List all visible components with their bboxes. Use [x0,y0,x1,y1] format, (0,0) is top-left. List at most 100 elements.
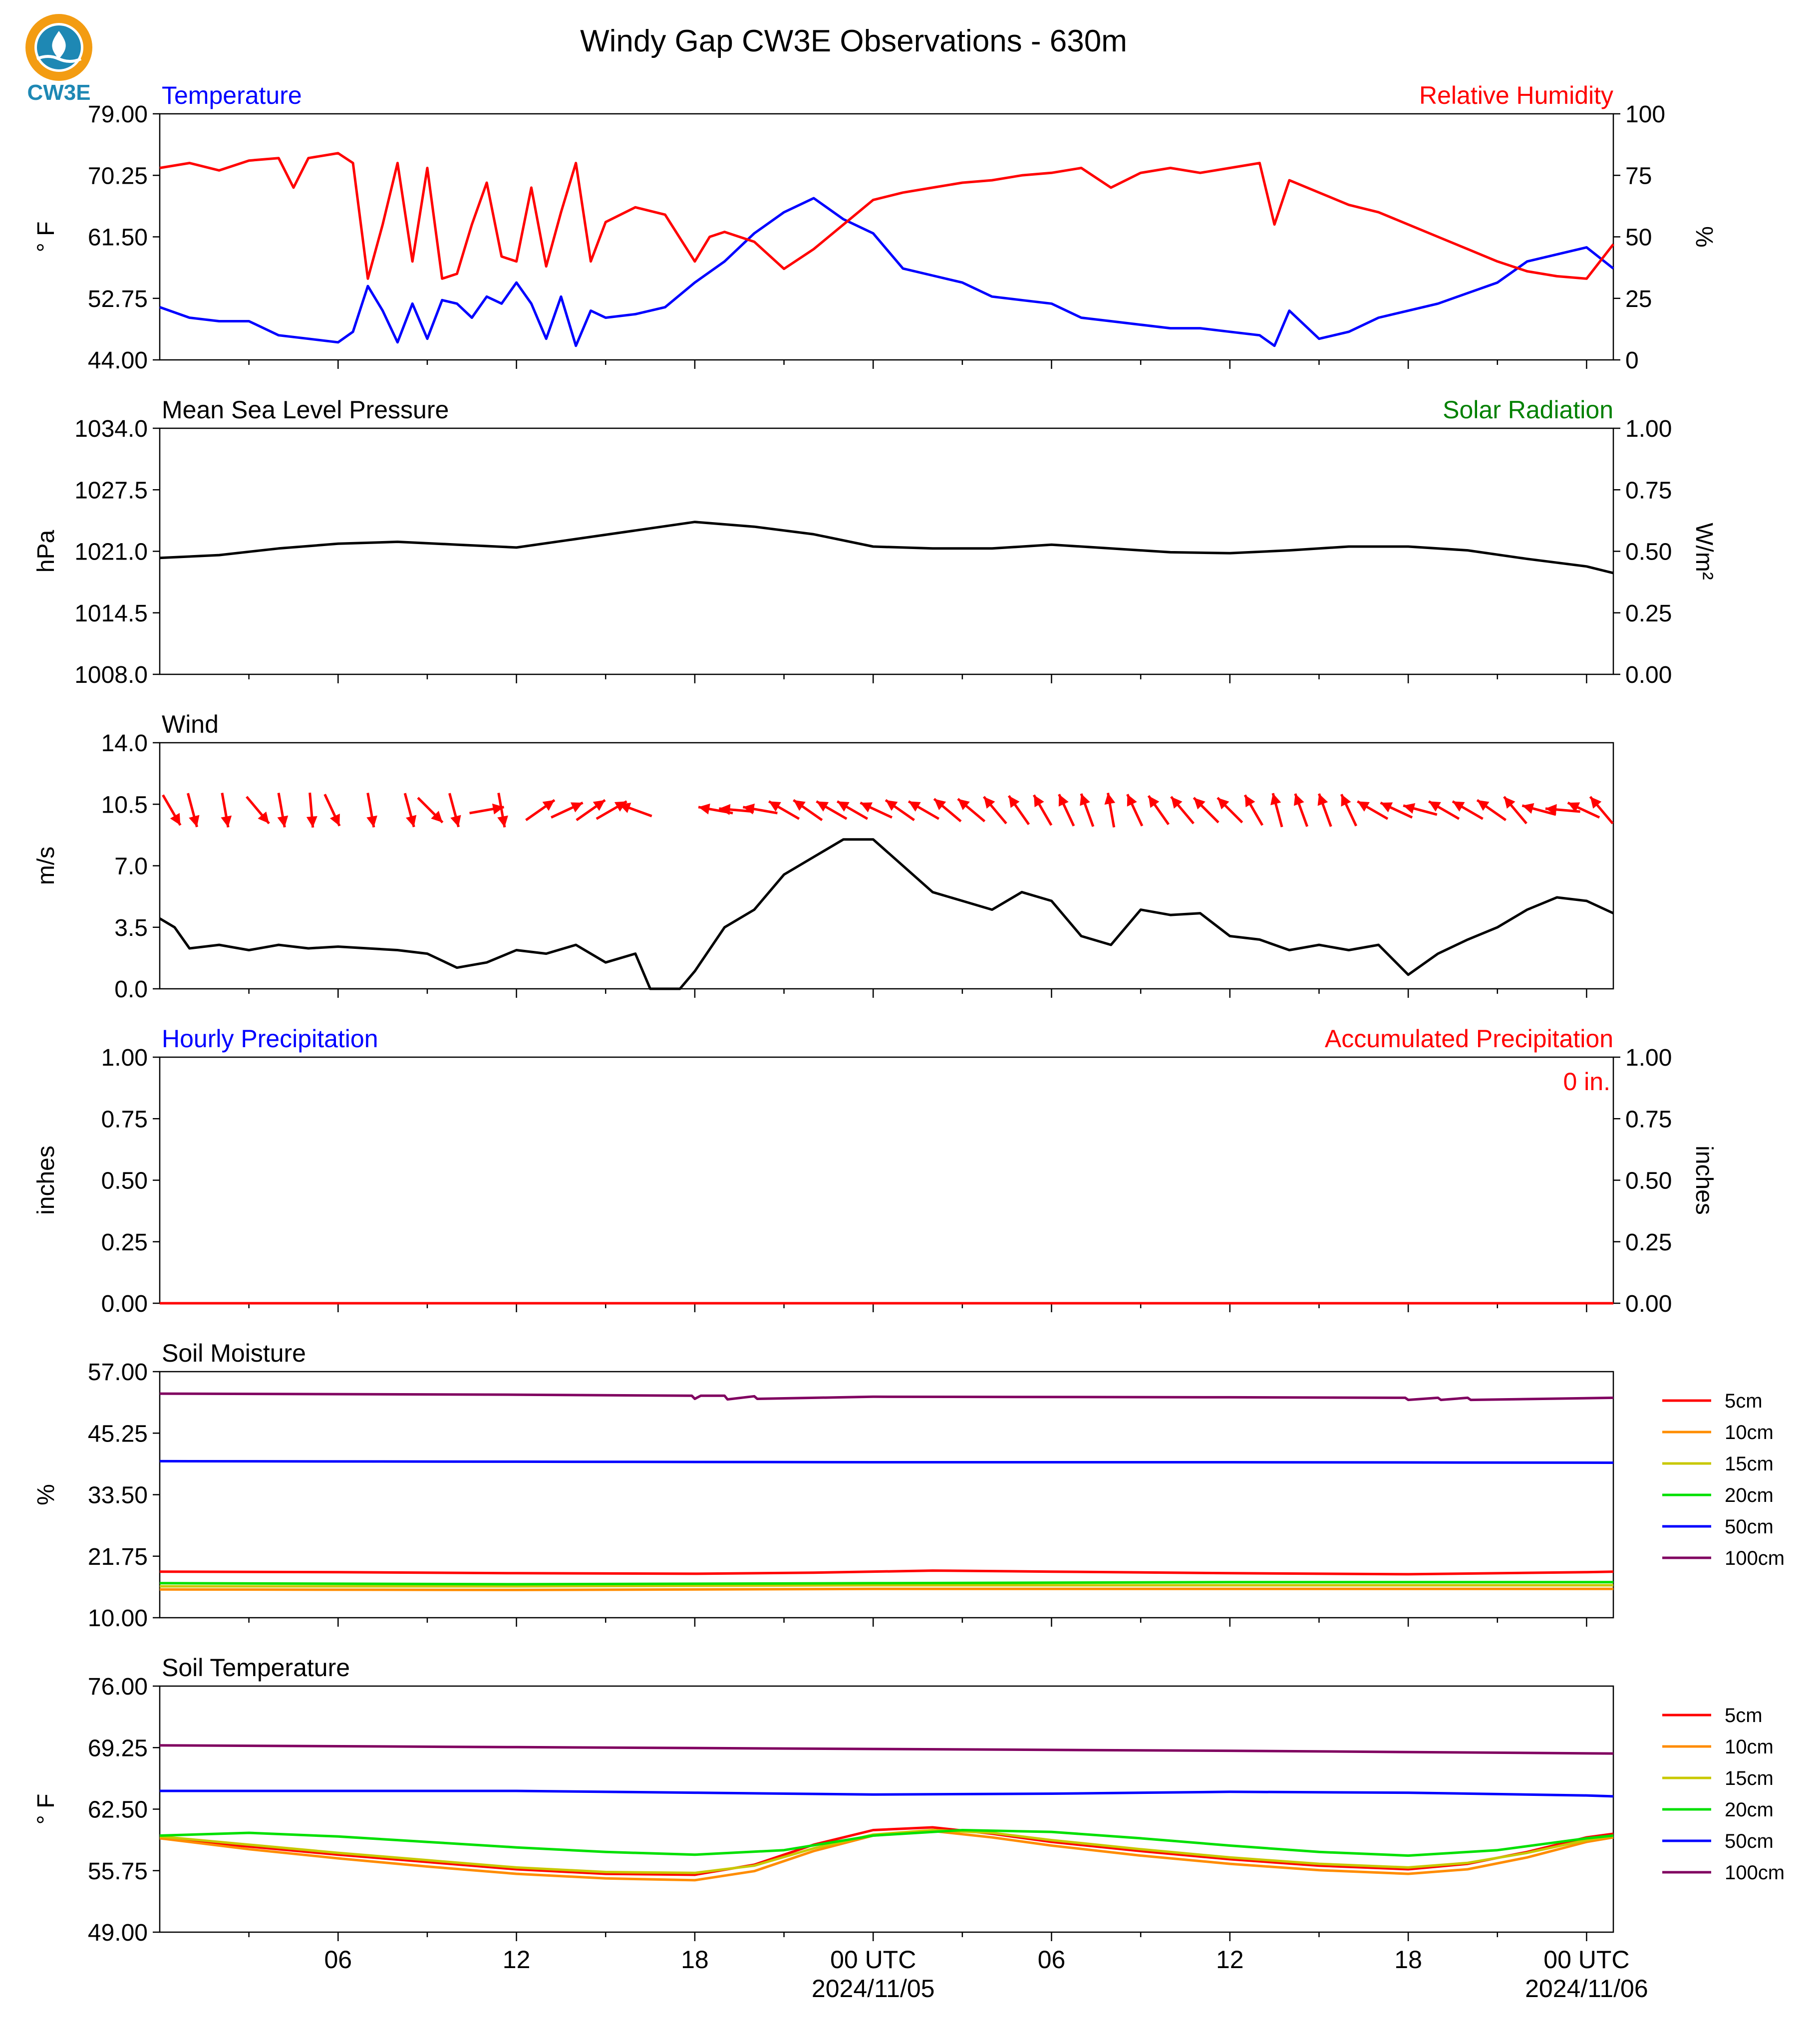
wind-arrow [1243,794,1264,826]
wind-arrow [885,799,915,822]
wind-arrow [469,803,504,815]
wind-arrow-head [1244,795,1255,808]
wind-arrow [1147,795,1170,826]
legend-soil_moisture: 5cm 10cm 15cm 20cm 50cm 100cm [1662,1390,1785,1569]
legend-label: 5cm [1725,1390,1763,1412]
wind-arrow [1340,794,1358,827]
wind-arrow-head [431,811,443,823]
wind-arrow [836,800,869,820]
wind-arrow-head [743,803,755,815]
wind-arrow-head [258,811,270,824]
wind-arrow-head [277,815,289,828]
wind-arrow-head [793,800,806,811]
x-date-label: 2024/11/05 [812,1975,935,2003]
wind-arrow [1216,797,1243,824]
series-line-50cm [159,1459,1614,1464]
y-tick-label-right: 1.00 [1625,416,1672,442]
y-tick-label-right: 0.50 [1625,539,1672,566]
y-tick-label-left: 1014.5 [74,600,148,627]
wind-arrow [403,793,417,828]
wind-arrow-head [1504,797,1516,809]
legend-label: 10cm [1725,1422,1774,1444]
wind-arrow-head [593,800,606,811]
wind-arrow-head [698,803,710,815]
series-line-10cm [159,1587,1613,1591]
wind-arrow-head [1545,804,1557,815]
panel-left-title: Hourly Precipitation [162,1025,378,1053]
wind-arrow-head [1293,794,1304,806]
x-tick-label: 00 UTC [1543,1946,1629,1974]
wind-arrow [1293,793,1309,827]
wind-arrow [162,794,182,826]
cw3e-logo: CW3E [25,14,92,105]
x-tick-label: 06 [324,1946,352,1974]
panel-frame [159,113,1614,361]
y-tick-label-left: 7.0 [114,854,148,880]
wind-arrow [448,793,461,828]
wind-arrow [1503,796,1527,825]
series-line-50cm [160,1789,1614,1798]
wind-arrow-head [1104,793,1116,805]
wind-arrow [1317,793,1332,827]
wind-arrow-head [1148,796,1160,808]
wind-arrow-head [405,815,417,827]
legend-label: 100cm [1725,1547,1785,1569]
legend-label: 50cm [1725,1830,1774,1852]
wind-arrow [1403,803,1438,816]
y-tick-label-left: 0.50 [101,1168,148,1194]
y-tick-label-left: 1008.0 [74,662,148,688]
x-tick-label: 18 [681,1946,709,1974]
y-tick-label-left: 69.25 [88,1735,148,1761]
y-axis-label-right: W/m² [1691,523,1717,580]
y-tick-label-right: 0.75 [1625,1106,1672,1133]
wind-arrow [277,793,289,828]
wind-arrow [1357,800,1389,820]
y-tick-label-left: 1.00 [101,1045,148,1071]
wind-arrow-head [816,801,829,812]
panel-right-title: Accumulated Precipitation [1325,1025,1613,1053]
panel-frame [159,1056,1614,1304]
x-tick-label: 00 UTC [830,1946,916,1974]
wind-arrow-head [1194,798,1206,810]
wind-arrow [306,792,317,828]
y-tick-label-left: 76.00 [88,1674,148,1700]
y-axis-label-left: m/s [33,847,59,885]
y-tick-label-right: 50 [1625,225,1652,251]
x-date-label: 2024/11/06 [1525,1975,1648,2003]
y-axis-label-right: % [1691,226,1717,248]
wind-arrow [246,796,270,825]
wind-arrow [618,803,652,818]
wind-arrow-head [886,800,898,811]
series-line-5cm [159,1569,1614,1576]
panel-pressure_solar: Mean Sea Level Pressure Solar Radiation 10… [33,396,1717,688]
panel-left-title: Soil Temperature [162,1654,350,1682]
wind-arrow-head [1317,794,1328,806]
wind-arrow [417,797,444,824]
y-tick-label-left: 0.00 [101,1291,148,1317]
wind-arrow-head [221,815,232,828]
y-tick-label-left: 1027.5 [74,477,148,504]
x-tick-label: 12 [503,1946,531,1974]
wind-arrow [816,800,848,820]
y-axis-label-left: hPa [33,530,59,573]
wind-arrow [576,799,606,822]
logo-text: CW3E [27,80,90,105]
y-tick-label-right: 0.75 [1625,477,1672,504]
wind-arrow-head [1357,801,1370,812]
wind-arrow [719,804,754,815]
panel-soil_temperature: Soil Temperature 76.00 69.25 62.50 55.75 49.0… [33,1654,1785,2003]
wind-arrow [323,794,341,827]
y-tick-label-left: 49.00 [88,1920,148,1946]
figure-title: Windy Gap CW3E Observations - 630m [580,24,1127,58]
wind-arrow-head [769,801,781,812]
wind-arrow [497,793,508,828]
wind-arrow-head [860,802,873,813]
legend-label: 10cm [1725,1736,1774,1758]
wind-arrow-head [1590,797,1602,809]
wind-arrow-head [719,804,731,815]
wind-arrow-head [1080,794,1090,806]
series-line-20cm [159,1829,1614,1857]
y-axis-label-left: ° F [33,222,59,253]
y-axis-label-left: % [33,1484,59,1505]
panel-frame [159,1371,1614,1619]
